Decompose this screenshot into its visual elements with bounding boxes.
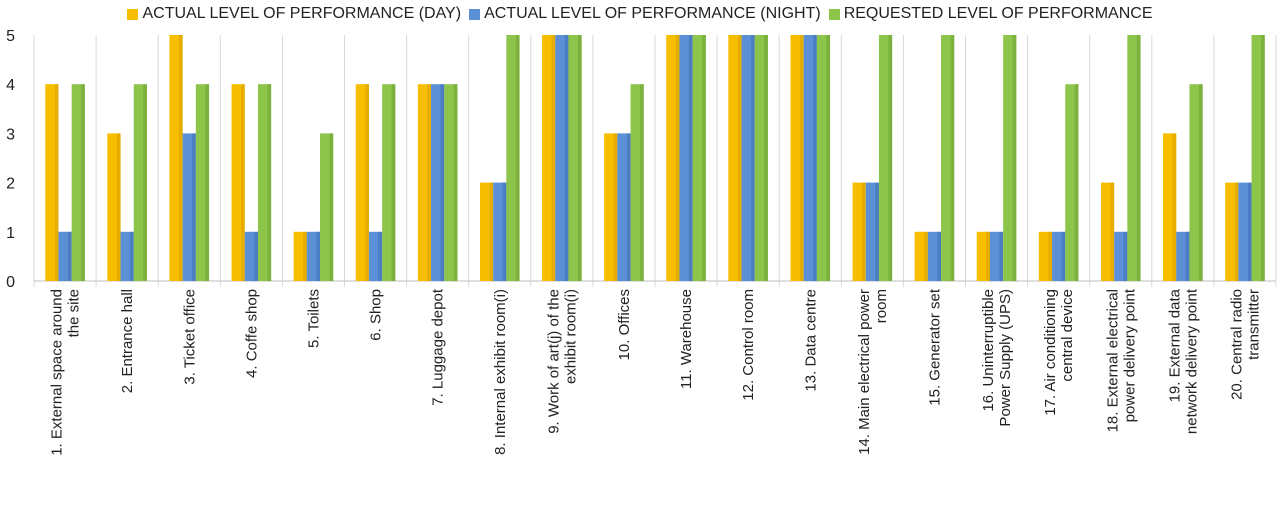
x-category-label: 6. Shop	[368, 289, 385, 341]
y-tick-label: 1	[6, 225, 15, 242]
x-category-label: 14. Main electrical powerroom	[856, 289, 890, 455]
bar-shade	[1123, 231, 1128, 281]
bar-shade	[489, 182, 494, 281]
bar-shade	[515, 35, 520, 281]
bar-shade	[391, 84, 396, 281]
bar-shade	[303, 231, 307, 281]
bar-shade	[205, 84, 210, 281]
x-category-label: 10. Offices	[616, 289, 633, 360]
legend-label-night: ACTUAL LEVEL OF PERFORMANCE (NIGHT)	[484, 5, 821, 22]
legend-swatch-day	[127, 8, 139, 20]
bar-shade	[316, 231, 321, 281]
bar-shade	[924, 231, 928, 281]
bar-shade	[826, 35, 831, 281]
legend-swatch-night	[469, 8, 481, 20]
bar-shade	[813, 35, 817, 281]
bar-shade	[1172, 133, 1177, 281]
bar-shade	[267, 84, 272, 281]
bar-shade	[688, 35, 693, 281]
x-category-label: 11. Warehouse	[678, 289, 695, 389]
bar-shade	[1247, 182, 1252, 281]
bar-shade	[675, 35, 680, 281]
bar-shade	[640, 84, 644, 281]
bar-shade	[116, 133, 121, 281]
bar-shade	[888, 35, 893, 281]
bar-shade	[378, 231, 383, 281]
bar-shade	[453, 84, 458, 281]
bar-shade	[862, 182, 866, 281]
bar-shade	[564, 35, 569, 281]
bar-shade	[1012, 35, 1017, 281]
legend: ACTUAL LEVEL OF PERFORMANCE (DAY) ACTUAL…	[0, 0, 1280, 28]
y-tick-label: 5	[6, 28, 15, 45]
bar-shade	[751, 35, 755, 281]
bar-shade	[577, 35, 582, 281]
bar-shade	[329, 133, 334, 281]
bar-shade	[986, 231, 990, 281]
x-category-label: 20. Central radiotransmitter	[1228, 289, 1262, 400]
x-category-label: 9. Work of art(j) of theexhibit room(i)	[545, 289, 579, 434]
x-category-label: 17. Air conditioningcentral device	[1042, 289, 1076, 416]
bar-shade	[1074, 84, 1079, 281]
x-category-label: 13. Data centre	[802, 289, 819, 392]
bar-shade	[737, 35, 742, 281]
legend-label-requested: REQUESTED LEVEL OF PERFORMANCE	[843, 5, 1153, 22]
bar-shade	[192, 133, 196, 281]
bar-shade	[1261, 35, 1265, 281]
x-category-label: 16. UninterruptiblePower Supply (UPS)	[980, 289, 1014, 427]
bar-shade	[626, 133, 631, 281]
bar-shade	[1234, 182, 1239, 281]
x-category-label: 18. External electricalpower delivery po…	[1104, 288, 1138, 432]
bar-shade	[764, 35, 768, 281]
bar-shade	[999, 231, 1004, 281]
bar-shade	[178, 35, 183, 281]
x-category-label: 2. Entrance hall	[119, 289, 136, 393]
bar-shade	[130, 231, 134, 281]
x-category-label: 1. External space aroundthe site	[49, 289, 83, 456]
bar-shade	[241, 84, 245, 281]
bar-shade	[799, 35, 804, 281]
y-tick-label: 0	[6, 274, 15, 291]
legend-label-day: ACTUAL LEVEL OF PERFORMANCE (DAY)	[142, 5, 462, 22]
bar-shade	[365, 84, 369, 281]
bar-shade	[440, 84, 445, 281]
bar-shade	[551, 35, 556, 281]
x-category-label: 12. Control room	[740, 289, 757, 401]
y-tick-label: 2	[6, 176, 15, 193]
x-category-label: 19. External datanetwork delivery point	[1166, 288, 1200, 434]
x-category-label: 3. Ticket office	[181, 289, 198, 385]
bar-shade	[1061, 231, 1066, 281]
bar-shade	[1198, 84, 1203, 281]
bar-shade	[81, 84, 85, 281]
y-tick-label: 4	[6, 77, 15, 94]
x-category-label: 5. Toilets	[305, 289, 322, 348]
bar-shade	[1136, 35, 1141, 281]
legend-swatch-requested	[828, 8, 840, 20]
bar-shade	[937, 231, 942, 281]
x-category-label: 15. Generator set	[926, 288, 943, 406]
bar-shade	[1110, 182, 1115, 281]
bar-shade	[67, 231, 72, 281]
x-category-label: 7. Luggage depot	[430, 288, 447, 406]
bar-shade	[613, 133, 618, 281]
bar-shade	[950, 35, 955, 281]
bar-shade	[1048, 231, 1053, 281]
legend-item-night: ACTUAL LEVEL OF PERFORMANCE (NIGHT)	[469, 5, 821, 23]
bar-shade	[254, 231, 258, 281]
bar-shade	[143, 84, 147, 281]
bar-shade	[427, 84, 432, 281]
bar-shade	[1185, 231, 1190, 281]
bar-shade	[702, 35, 706, 281]
bar-shade	[502, 182, 507, 281]
legend-item-day: ACTUAL LEVEL OF PERFORMANCE (DAY)	[127, 5, 461, 23]
bar-shade	[875, 182, 879, 281]
bar-shade	[54, 84, 59, 281]
legend-item-requested: REQUESTED LEVEL OF PERFORMANCE	[828, 5, 1153, 23]
x-category-label: 4. Coffe shop	[243, 289, 260, 378]
x-category-label: 8. Internal exhibit room(i)	[492, 289, 509, 455]
y-tick-label: 3	[6, 126, 15, 143]
